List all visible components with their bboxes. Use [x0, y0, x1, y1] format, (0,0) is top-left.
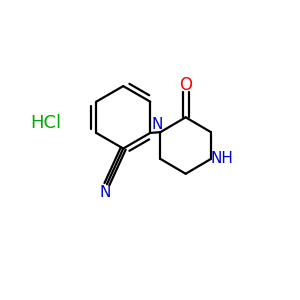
Text: N: N	[151, 117, 163, 132]
Text: HCl: HCl	[30, 114, 62, 132]
Text: N: N	[100, 185, 111, 200]
Text: NH: NH	[211, 152, 234, 166]
Text: O: O	[179, 76, 192, 94]
